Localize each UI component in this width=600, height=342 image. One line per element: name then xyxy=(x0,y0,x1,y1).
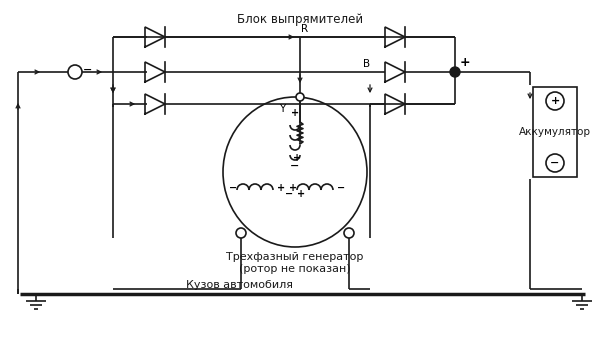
Circle shape xyxy=(546,92,564,110)
Text: +: + xyxy=(460,55,470,68)
Text: +: + xyxy=(297,189,305,199)
Text: −: − xyxy=(83,65,92,75)
Text: +: + xyxy=(289,183,297,193)
Text: Блок выпрямителей: Блок выпрямителей xyxy=(237,13,363,26)
Text: R: R xyxy=(301,24,308,34)
Circle shape xyxy=(68,65,82,79)
Circle shape xyxy=(296,93,304,101)
Text: Y: Y xyxy=(279,104,285,114)
Text: −: − xyxy=(290,161,299,171)
Circle shape xyxy=(236,228,246,238)
Text: Аккумулятор: Аккумулятор xyxy=(519,127,591,137)
Circle shape xyxy=(450,67,460,77)
Text: Трехфазный генератор
(ротор не показан): Трехфазный генератор (ротор не показан) xyxy=(226,252,364,274)
FancyBboxPatch shape xyxy=(533,87,577,177)
Text: B: B xyxy=(364,59,371,69)
Text: −: − xyxy=(550,158,560,168)
Text: −: − xyxy=(229,183,237,193)
Text: +: + xyxy=(293,153,301,163)
Text: −: − xyxy=(337,183,345,193)
Text: +: + xyxy=(277,183,285,193)
Text: Кузов автомобиля: Кузов автомобиля xyxy=(187,280,293,290)
Circle shape xyxy=(546,154,564,172)
Text: +: + xyxy=(550,96,560,106)
Circle shape xyxy=(344,228,354,238)
Text: +: + xyxy=(291,108,299,118)
Text: −: − xyxy=(285,189,293,199)
